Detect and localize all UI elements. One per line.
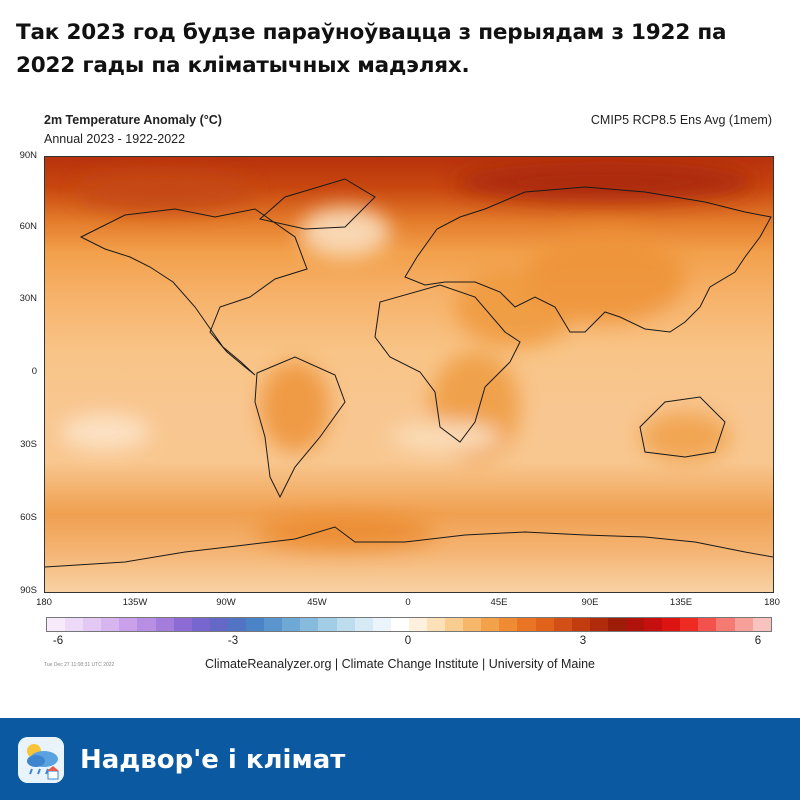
lat-label: 90N [19,150,37,161]
lon-label: 90W [216,597,236,608]
colorbar-swatch [137,618,156,631]
colorbar-swatch [83,618,102,631]
colorbar-swatch [734,618,753,631]
colorbar-swatch [282,618,301,631]
lat-label: 60S [20,512,37,523]
colorbar-swatch [644,618,663,631]
colorbar-swatch [173,618,192,631]
colorbar-swatch [571,618,590,631]
lon-label: 180 [764,597,780,608]
lat-label: 90S [20,585,37,596]
map-title: 2m Temperature Anomaly (°C) [44,113,222,127]
colorbar-swatch [191,618,210,631]
weather-app-icon [18,737,64,783]
colorbar-label: 3 [579,635,587,647]
headline: Так 2023 год будзе параўноўвацца з перыя… [16,20,727,78]
colorbar-swatch [119,618,138,631]
map-subtitle: Annual 2023 - 1922-2022 [44,132,186,146]
brand-name: Надвор'е і клімат [80,745,346,775]
colorbar-swatch [535,618,554,631]
colorbar-swatch [481,618,500,631]
model-label: CMIP5 RCP8.5 Ens Avg (1mem) [590,113,772,127]
lat-label: 60N [19,221,37,232]
colorbar-swatch [499,618,518,631]
temperature-anomaly-map [44,156,774,593]
colorbar-swatch [264,618,283,631]
colorbar-swatch [553,618,572,631]
colorbar-swatch [47,618,66,631]
lon-label: 135E [669,597,693,608]
coastlines [44,178,774,568]
lon-label: 45W [307,597,327,608]
lat-label: 30N [19,293,37,304]
lon-label: 45E [490,597,508,608]
colorbar-swatch [589,618,608,631]
colorbar-swatch [662,618,681,631]
colorbar-swatch [426,618,446,631]
colorbar-swatch [680,618,699,631]
colorbar-swatch [445,618,464,631]
colorbar-swatch [716,618,735,631]
colorbar-swatch [354,618,373,631]
colorbar-label: -6 [52,635,64,647]
lon-label: 90E [581,597,599,608]
colorbar-swatch [607,618,626,631]
lat-label: 30S [20,439,37,450]
colorbar-swatch [227,618,247,631]
colorbar-swatch [626,618,645,631]
colorbar-label: 6 [754,635,762,647]
timestamp: Tue Dec 27 11:08:31 UTC 2022 [44,662,115,668]
credit-line: ClimateReanalyzer.org | Climate Change I… [205,657,595,671]
colorbar-swatch [209,618,228,631]
lon-label: 180 [36,597,52,608]
colorbar-swatch [408,618,427,631]
colorbar-swatch [336,618,355,631]
colorbar-swatch [698,618,717,631]
colorbar-swatch [300,618,319,631]
colorbar-swatch [318,618,337,631]
colorbar-swatch [463,618,482,631]
map-svg [44,157,774,592]
lon-label: 135W [122,597,148,608]
colorbar-swatch [372,618,391,631]
colorbar-swatch [65,618,84,631]
colorbar [46,617,772,632]
footer-bar: Надвор'е і клімат [0,718,800,800]
colorbar-label: 0 [404,635,412,647]
lat-label: 0 [31,366,37,377]
colorbar-label: -3 [227,635,239,647]
colorbar-swatch [517,618,536,631]
colorbar-swatch [101,618,120,631]
lon-label: 0 [405,597,411,608]
colorbar-swatch [390,618,409,631]
colorbar-swatch [155,618,174,631]
colorbar-swatch [246,618,265,631]
colorbar-swatch [752,618,771,631]
